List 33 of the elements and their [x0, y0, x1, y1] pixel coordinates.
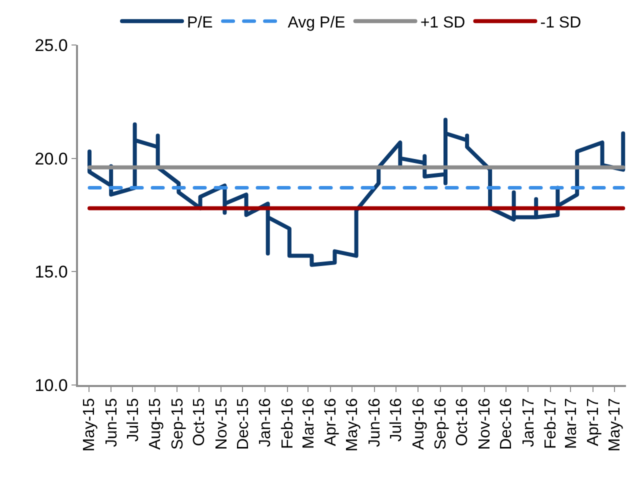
x-tick-label: Nov-16 [476, 398, 494, 450]
legend-label: +1 SD [420, 14, 466, 32]
legend-label: P/E [187, 14, 213, 32]
x-tick-label: May-16 [344, 398, 362, 452]
x-tick-label: Apr-17 [585, 398, 602, 446]
x-tick-label: Dec-15 [234, 398, 252, 450]
x-tick-label: Jul-15 [124, 398, 142, 442]
legend-label: -1 SD [540, 14, 582, 32]
x-tick-label: Jun-16 [366, 398, 384, 448]
y-tick-label: 15.0 [34, 262, 68, 282]
x-tick-label: Jul-16 [388, 398, 406, 442]
x-tick-label: May-15 [80, 398, 98, 452]
y-tick-label: 20.0 [34, 149, 68, 168]
y-tick-label: 10.0 [34, 376, 68, 395]
x-tick-label: Feb-17 [542, 398, 560, 449]
x-tick-label: Apr-16 [322, 398, 340, 446]
y-tick-label: 25.0 [34, 36, 68, 55]
x-tick-label: Mar-17 [562, 398, 580, 449]
x-tick-label: Nov-15 [213, 398, 230, 450]
x-tick-label: Jan-16 [257, 398, 274, 448]
x-tick-label: Sep-15 [169, 398, 186, 450]
x-tick-label: Jan-17 [520, 398, 538, 448]
x-tick-label: Sep-16 [432, 398, 450, 450]
x-tick-label: May-17 [606, 398, 624, 452]
legend-label: Avg P/E [288, 14, 346, 32]
x-tick-label: Oct-15 [191, 398, 208, 446]
x-tick-label: Aug-15 [147, 398, 164, 450]
x-tick-label: Mar-16 [300, 398, 318, 449]
x-tick-label: Feb-16 [279, 398, 296, 449]
x-tick-label: Jun-15 [103, 398, 120, 448]
x-tick-label: Dec-16 [498, 398, 516, 450]
x-tick-label: Aug-16 [410, 398, 428, 450]
x-tick-label: Oct-16 [454, 398, 472, 446]
